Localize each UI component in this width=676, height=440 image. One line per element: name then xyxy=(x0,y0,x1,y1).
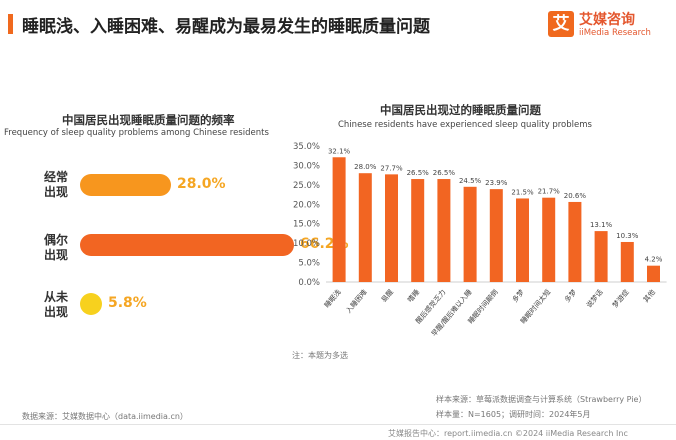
chart-note: 注：本题为多选 xyxy=(292,351,348,360)
problems-chart-title: 中国居民出现过的睡眠质量问题 xyxy=(380,103,541,117)
y-tick-label: 0.0% xyxy=(298,278,320,288)
title-accent-bar xyxy=(8,14,13,34)
footer-text: 艾媒报告中心：report.iimedia.cn ©2024 iiMedia R… xyxy=(388,429,628,438)
bar xyxy=(489,189,503,282)
bar xyxy=(358,173,372,282)
page-title: 睡眠浅、入睡困难、易醒成为最易发生的睡眠质量问题 xyxy=(22,17,430,37)
logo-text-en: iiMedia Research xyxy=(579,28,651,38)
bar xyxy=(542,197,556,282)
x-category-label: 易醒 xyxy=(380,288,395,304)
data-source: 数据来源：艾媒数据中心（data.iimedia.cn） xyxy=(22,412,188,421)
y-tick-label: 35.0% xyxy=(293,142,320,152)
bar xyxy=(463,186,477,282)
frequency-label-often: 经常出现 xyxy=(44,170,69,199)
bar-value-label: 13.1% xyxy=(590,221,613,229)
bar xyxy=(594,231,608,282)
logo-text-cn: 艾媒咨询 xyxy=(579,12,635,28)
frequency-value-never: 5.8% xyxy=(108,295,147,311)
x-category-label: 嗜睡 xyxy=(405,288,421,305)
y-tick-label: 30.0% xyxy=(293,161,320,171)
x-category-label: 多梦 xyxy=(563,288,579,305)
y-tick-label: 5.0% xyxy=(298,259,320,269)
bar-value-label: 20.6% xyxy=(564,192,587,200)
sample-info: 样本量：N=1605；调研时间：2024年5月 xyxy=(436,410,591,419)
bar xyxy=(620,241,634,282)
frequency-title-cn: 中国居民出现睡眠质量问题的频率 xyxy=(62,113,235,127)
x-category-label: 梦游症 xyxy=(610,288,630,310)
brand-logo: 艾 艾媒咨询 iiMedia Research xyxy=(548,8,670,42)
bar xyxy=(516,198,529,282)
bar-value-label: 21.5% xyxy=(511,188,534,196)
x-category-label: 其他 xyxy=(641,288,657,305)
bar xyxy=(332,157,346,282)
problems-chart-subtitle: Chinese residents have experienced sleep… xyxy=(338,120,592,130)
y-tick-label: 15.0% xyxy=(293,220,320,230)
x-category-label: 睡眠浅 xyxy=(322,288,342,310)
x-category-label: 多梦 xyxy=(510,288,526,305)
frequency-bar-never xyxy=(80,293,102,315)
bar-value-label: 10.3% xyxy=(616,232,639,240)
footer-divider xyxy=(0,424,676,425)
x-category-label: 说梦话 xyxy=(584,288,604,310)
y-tick-label: 10.0% xyxy=(293,239,320,249)
bar-value-label: 4.2% xyxy=(645,256,663,264)
bar-value-label: 26.5% xyxy=(407,169,430,177)
bar-value-label: 23.9% xyxy=(485,179,508,187)
logo-mark: 艾 xyxy=(548,11,574,37)
frequency-bar-occasional xyxy=(80,234,294,256)
bar-value-label: 21.7% xyxy=(538,188,561,196)
problems-bar-chart: 0.0% 5.0% 10.0% 15.0% 20.0% 25.0% 30.0% 35.0% 32… xyxy=(293,142,667,338)
y-tick-label: 25.0% xyxy=(293,181,320,191)
bar-value-label: 24.5% xyxy=(459,177,482,185)
x-category-label: 入睡困难 xyxy=(344,288,369,315)
bar-value-label: 27.7% xyxy=(380,164,403,172)
bar-value-label: 32.1% xyxy=(328,147,351,155)
bar xyxy=(647,265,660,282)
bar xyxy=(385,174,398,282)
bar xyxy=(437,179,451,282)
y-tick-label: 20.0% xyxy=(293,200,320,210)
frequency-value-often: 28.0% xyxy=(177,176,226,192)
bar-value-label: 26.5% xyxy=(433,169,456,177)
sample-source: 样本来源：草莓派数据调查与计算系统（Strawberry Pie） xyxy=(436,395,647,404)
frequency-title-en: Frequency of sleep quality problems amon… xyxy=(4,128,269,138)
bar xyxy=(411,179,425,282)
frequency-label-occasional: 偶尔出现 xyxy=(44,233,69,262)
frequency-label-never: 从未出现 xyxy=(44,290,69,319)
bar xyxy=(568,201,582,282)
bar-value-label: 28.0% xyxy=(354,163,377,171)
frequency-bar-often xyxy=(80,174,171,196)
